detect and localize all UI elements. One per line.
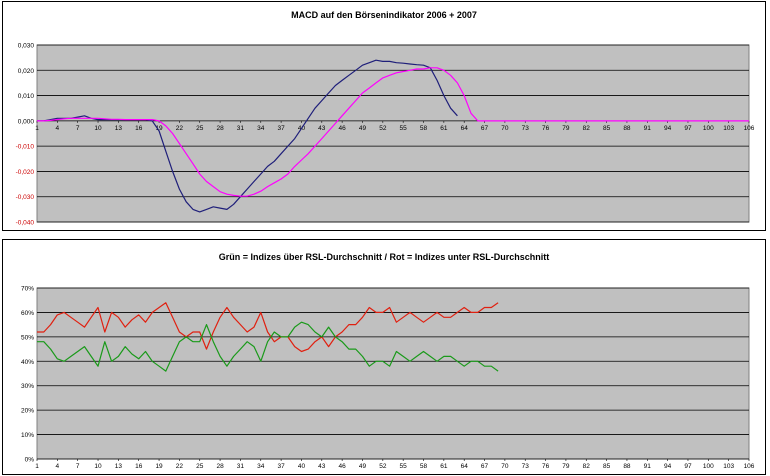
- rsl-chart-frame: Grün = Indizes über RSL-Durchschnitt / R…: [2, 239, 766, 475]
- x-tick-label: 88: [623, 125, 631, 132]
- x-tick-label: 19: [155, 463, 163, 470]
- x-tick-label: 76: [542, 125, 550, 132]
- x-tick-label: 97: [684, 463, 692, 470]
- x-tick-label: 64: [461, 463, 469, 470]
- y-tick-label: -0,040: [16, 220, 35, 227]
- x-tick-label: 31: [237, 125, 245, 132]
- x-tick-label: 100: [703, 463, 714, 470]
- y-tick-label: 0%: [25, 457, 35, 464]
- x-tick-label: 43: [318, 463, 326, 470]
- x-tick-label: 28: [216, 463, 224, 470]
- x-tick-label: 58: [420, 125, 428, 132]
- x-tick-label: 10: [94, 463, 102, 470]
- x-tick-label: 55: [400, 125, 408, 132]
- x-tick-label: 25: [196, 125, 204, 132]
- x-tick-label: 76: [542, 463, 550, 470]
- y-tick-label: 30%: [21, 383, 34, 390]
- x-tick-label: 61: [440, 463, 448, 470]
- x-tick-label: 67: [481, 125, 489, 132]
- x-tick-label: 73: [522, 463, 530, 470]
- x-tick-label: 103: [723, 463, 734, 470]
- x-tick-label: 7: [76, 463, 80, 470]
- x-tick-label: 82: [583, 125, 591, 132]
- x-tick-label: 34: [257, 125, 265, 132]
- x-tick-label: 52: [379, 125, 387, 132]
- macd-chart: MACD auf den Börsenindikator 2006 + 2007…: [16, 10, 755, 227]
- plot-area: [36, 44, 750, 223]
- x-tick-label: 1: [35, 463, 39, 470]
- x-tick-label: 37: [277, 125, 285, 132]
- x-tick-label: 70: [501, 125, 509, 132]
- x-tick-label: 1: [35, 125, 39, 132]
- x-tick-label: 100: [703, 125, 714, 132]
- y-tick-label: 0,030: [18, 43, 35, 50]
- x-tick-label: 106: [744, 463, 755, 470]
- x-tick-label: 52: [379, 463, 387, 470]
- y-tick-label: 0,000: [18, 118, 35, 125]
- y-tick-label: 60%: [21, 310, 34, 317]
- y-tick-label: 50%: [21, 334, 34, 341]
- x-tick-label: 91: [644, 125, 652, 132]
- x-tick-label: 97: [684, 125, 692, 132]
- y-tick-label: -0,010: [16, 144, 35, 151]
- x-tick-label: 34: [257, 463, 265, 470]
- x-tick-label: 10: [94, 125, 102, 132]
- x-tick-label: 82: [583, 463, 591, 470]
- x-tick-label: 4: [56, 463, 60, 470]
- x-tick-label: 58: [420, 463, 428, 470]
- x-tick-label: 79: [562, 463, 570, 470]
- y-tick-label: 0,020: [18, 68, 35, 75]
- x-tick-label: 13: [115, 463, 123, 470]
- y-tick-label: -0,020: [16, 169, 35, 176]
- x-tick-label: 40: [298, 463, 306, 470]
- x-tick-label: 25: [196, 463, 204, 470]
- x-tick-label: 85: [603, 463, 611, 470]
- x-tick-label: 22: [176, 125, 184, 132]
- x-tick-label: 43: [318, 125, 326, 132]
- macd-chart-frame: MACD auf den Börsenindikator 2006 + 2007…: [2, 1, 766, 231]
- x-tick-label: 79: [562, 125, 570, 132]
- rsl-chart: Grün = Indizes über RSL-Durchschnitt / R…: [21, 252, 755, 470]
- y-tick-label: 20%: [21, 408, 34, 415]
- x-tick-label: 55: [400, 463, 408, 470]
- y-tick-label: -0,030: [16, 194, 35, 201]
- x-tick-label: 61: [440, 125, 448, 132]
- x-tick-label: 16: [135, 463, 143, 470]
- x-tick-label: 4: [56, 125, 60, 132]
- x-tick-label: 49: [359, 463, 367, 470]
- x-tick-label: 73: [522, 125, 530, 132]
- x-tick-label: 22: [176, 463, 184, 470]
- x-tick-label: 70: [501, 463, 509, 470]
- x-tick-label: 103: [723, 125, 734, 132]
- y-tick-label: 0,010: [18, 93, 35, 100]
- x-tick-label: 94: [664, 125, 672, 132]
- y-tick-label: 10%: [21, 432, 34, 439]
- x-tick-label: 7: [76, 125, 80, 132]
- x-tick-label: 46: [339, 125, 347, 132]
- x-tick-label: 106: [744, 125, 755, 132]
- x-tick-label: 49: [359, 125, 367, 132]
- chart-title: Grün = Indizes über RSL-Durchschnitt / R…: [219, 252, 550, 262]
- x-tick-label: 19: [155, 125, 163, 132]
- x-tick-label: 85: [603, 125, 611, 132]
- x-tick-label: 31: [237, 463, 245, 470]
- x-tick-label: 13: [115, 125, 123, 132]
- x-tick-label: 16: [135, 125, 143, 132]
- x-tick-label: 88: [623, 463, 631, 470]
- y-tick-label: 70%: [21, 286, 34, 293]
- x-tick-label: 28: [216, 125, 224, 132]
- x-tick-label: 91: [644, 463, 652, 470]
- x-tick-label: 37: [277, 463, 285, 470]
- x-tick-label: 46: [339, 463, 347, 470]
- series-line-2: [37, 321, 499, 372]
- x-tick-label: 67: [481, 463, 489, 470]
- x-tick-label: 94: [664, 463, 672, 470]
- x-tick-label: 64: [461, 125, 469, 132]
- series-line-1: [37, 302, 499, 353]
- chart-title: MACD auf den Börsenindikator 2006 + 2007: [291, 10, 477, 20]
- series-line-1: [37, 59, 458, 213]
- series-line-2: [37, 67, 749, 197]
- y-tick-label: 40%: [21, 359, 34, 366]
